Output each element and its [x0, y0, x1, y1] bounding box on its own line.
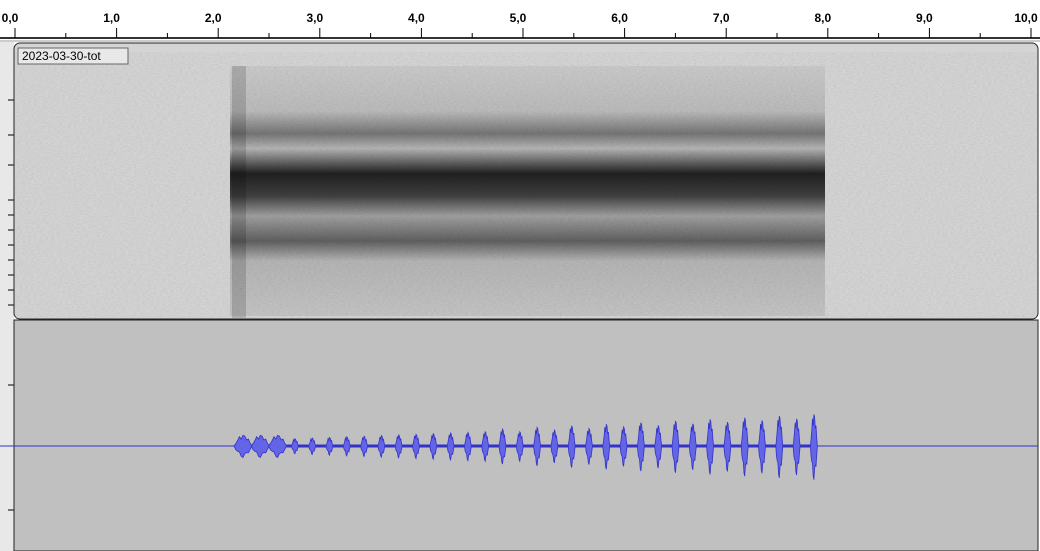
- ruler-label: 7,0: [713, 11, 730, 25]
- track-name: 2023-03-30-tot: [22, 49, 101, 63]
- ruler-label: 8,0: [814, 11, 831, 25]
- vertical-ruler: [0, 42, 14, 551]
- ruler-label: 5,0: [510, 11, 527, 25]
- spectrogram-onset: [232, 66, 246, 318]
- ruler-label: 3,0: [306, 11, 323, 25]
- audacity-view: 0,0 1,0 2,0 3,0 4,0 5,0 6,0 7,0 8,0 9,0 10,0 2023-…: [0, 0, 1040, 551]
- ruler-label: 10,0: [1014, 11, 1038, 25]
- ruler-label: 2,0: [205, 11, 222, 25]
- waveform[interactable]: [14, 320, 1038, 551]
- ruler-label: 0,0: [2, 11, 19, 25]
- ruler-label: 4,0: [408, 11, 425, 25]
- spectrogram-signal: [230, 66, 825, 316]
- ruler-label: 9,0: [916, 11, 933, 25]
- page: 0,0 1,0 2,0 3,0 4,0 5,0 6,0 7,0 8,0 9,0 10,0 2023-…: [0, 0, 1040, 551]
- ruler-label: 1,0: [103, 11, 120, 25]
- ruler-label: 6,0: [611, 11, 628, 25]
